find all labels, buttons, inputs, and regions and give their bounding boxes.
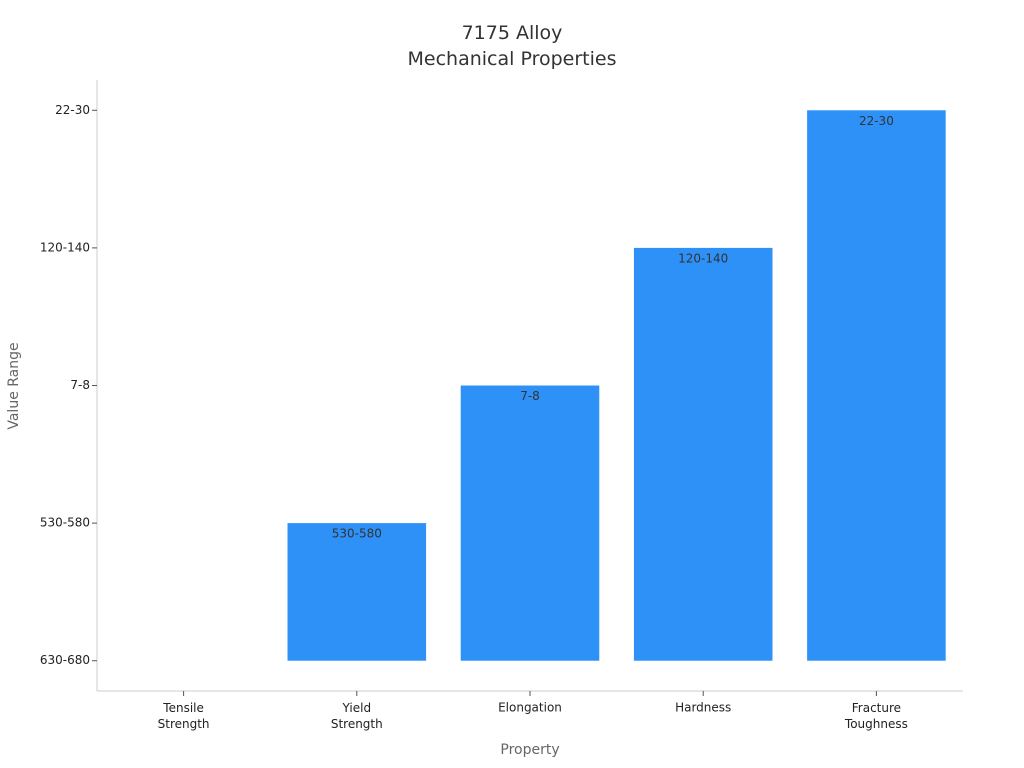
x-axis-label: Property <box>500 742 559 758</box>
x-tick-label: Fracture Toughness <box>844 701 908 731</box>
y-tick-label: 22-30 <box>55 103 90 117</box>
y-tick-label: 630-680 <box>40 653 90 667</box>
value-label: 7-8 <box>520 389 540 403</box>
bar <box>460 385 600 661</box>
bar <box>807 110 946 661</box>
value-label: 530-580 <box>332 527 382 541</box>
x-tick-label: Hardness <box>675 701 731 715</box>
value-label: 120-140 <box>678 251 728 265</box>
x-tick-label: Tensile Strength <box>158 701 210 731</box>
y-tick-label: 7-8 <box>70 378 90 392</box>
bar <box>287 523 427 661</box>
value-label: 22-30 <box>859 114 894 128</box>
x-tick-label: Yield Strength <box>331 701 383 731</box>
bar <box>633 247 773 661</box>
chart-title: 7175 Alloy Mechanical Properties <box>408 22 617 70</box>
x-tick-label: Elongation <box>498 701 562 715</box>
y-tick-label: 120-140 <box>40 240 90 254</box>
y-axis-label: Value Range <box>6 342 22 429</box>
y-tick-label: 530-580 <box>40 516 90 530</box>
